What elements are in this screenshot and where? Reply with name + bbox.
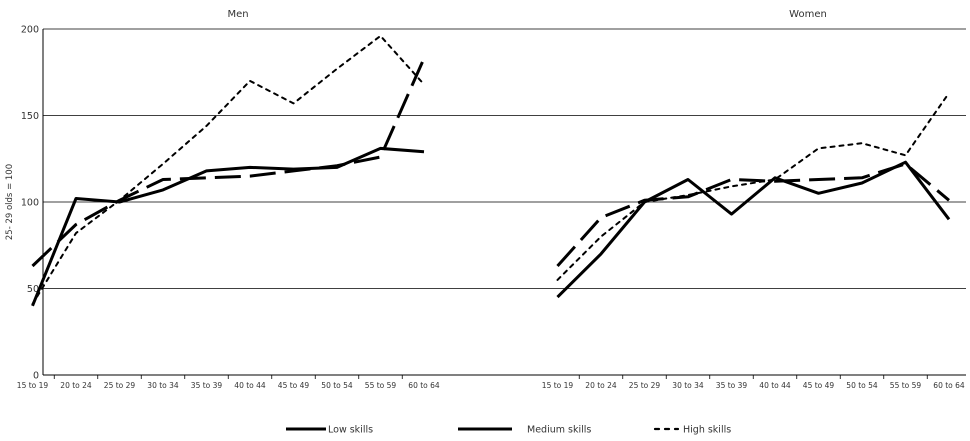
x-tick-label-p1-4: 35 to 39 — [716, 381, 748, 390]
legend-label-high-skills: High skills — [683, 425, 731, 436]
series-line-women-high-skills — [558, 93, 950, 280]
x-tick-label-p0-3: 30 to 34 — [147, 381, 179, 390]
series-line-women-medium-skills — [558, 164, 950, 266]
x-tick-label-p0-0: 15 to 19 — [17, 381, 49, 390]
x-tick-label-p1-2: 25 to 29 — [629, 381, 661, 390]
x-tick-label-p0-1: 20 to 24 — [60, 381, 92, 390]
x-tick-label-p1-6: 45 to 49 — [803, 381, 835, 390]
x-tick-label-p1-9: 60 to 64 — [933, 381, 965, 390]
legend-label-low-skills: Low skills — [328, 425, 373, 436]
x-tick-label-p1-7: 50 to 54 — [846, 381, 878, 390]
x-tick-label-p1-5: 40 to 44 — [759, 381, 791, 390]
x-tick-label-p0-7: 50 to 54 — [321, 381, 353, 390]
y-tick-label-200: 200 — [21, 25, 39, 36]
x-tick-label-p1-8: 55 to 59 — [890, 381, 922, 390]
x-tick-label-p1-1: 20 to 24 — [585, 381, 617, 390]
y-tick-label-0: 0 — [33, 371, 39, 382]
panel-title-0: Men — [227, 9, 248, 20]
x-tick-label-p0-2: 25 to 29 — [104, 381, 136, 390]
x-tick-label-p1-3: 30 to 34 — [672, 381, 704, 390]
x-tick-label-p0-6: 45 to 49 — [278, 381, 310, 390]
x-tick-label-p0-5: 40 to 44 — [234, 381, 266, 390]
y-axis-label: 25- 29 olds = 100 — [5, 164, 15, 240]
x-tick-label-p0-4: 35 to 39 — [191, 381, 223, 390]
y-tick-label-100: 100 — [21, 198, 39, 209]
y-tick-label-150: 150 — [21, 111, 39, 122]
x-tick-label-p0-9: 60 to 64 — [408, 381, 440, 390]
x-tick-label-p1-0: 15 to 19 — [542, 381, 574, 390]
panel-title-1: Women — [789, 9, 827, 20]
x-tick-label-p0-8: 55 to 59 — [365, 381, 397, 390]
series-line-men-medium-skills — [33, 58, 425, 266]
legend-label-medium-skills: Medium skills — [527, 425, 591, 436]
series-line-men-low-skills — [33, 148, 425, 305]
